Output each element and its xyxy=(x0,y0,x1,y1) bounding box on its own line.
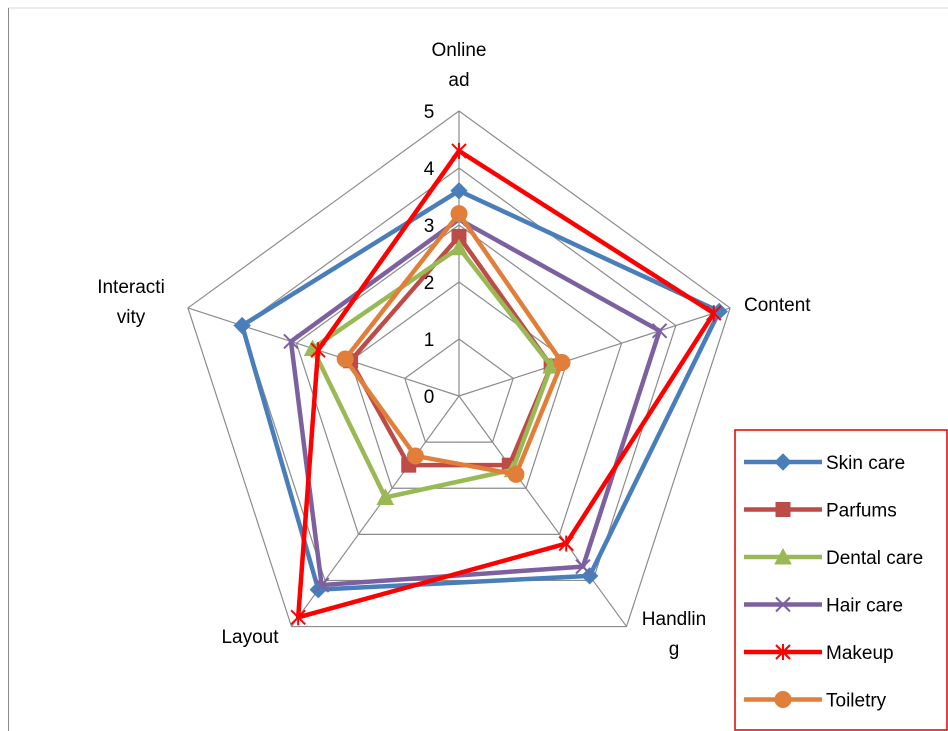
legend-box xyxy=(734,429,948,731)
point-hair-care-3 xyxy=(313,577,330,593)
point-makeup-1 xyxy=(706,305,722,322)
point-toiletry-3 xyxy=(406,447,424,465)
axis-label-0-line-0: Online xyxy=(432,40,487,61)
series-line-toiletry xyxy=(342,211,565,477)
axis-label-2-line-0: Handlin xyxy=(642,609,706,630)
point-toiletry-4 xyxy=(336,350,354,368)
point-makeup-3 xyxy=(290,609,306,626)
axis-label-1-line-0: Content xyxy=(744,295,811,316)
radar-series xyxy=(233,142,728,626)
tick-label-3: 3 xyxy=(424,216,435,237)
tick-label-1: 1 xyxy=(424,330,435,351)
gridline-level-3 xyxy=(295,224,623,535)
legend-label-dental-care: Dental care xyxy=(826,548,923,569)
axis-label-3-line-0: Layout xyxy=(221,627,279,648)
radar-axis-labels: Online ad Content Handlin g Layout Interacti vi… xyxy=(97,40,811,660)
legend-label-toiletry: Toiletry xyxy=(826,691,887,712)
point-makeup-4 xyxy=(310,342,326,359)
spoke-4 xyxy=(187,307,460,397)
series-line-dental-care xyxy=(310,245,554,500)
series-toiletry xyxy=(336,205,571,483)
legend-label-hair-care: Hair care xyxy=(826,596,903,617)
legend-marker-skin-care xyxy=(774,453,792,471)
legend-item-makeup: Makeup xyxy=(744,643,894,664)
legend-marker-parfums xyxy=(775,502,791,517)
gridline-level-1 xyxy=(404,338,514,443)
legend-marker-makeup xyxy=(775,644,791,660)
series-line-makeup xyxy=(295,148,717,620)
point-toiletry-0 xyxy=(450,205,468,223)
axis-label-4-line-1: vity xyxy=(117,307,146,328)
spoke-1 xyxy=(458,307,731,397)
point-hair-care-2 xyxy=(575,558,591,575)
legend-marker-dental-care xyxy=(774,547,792,565)
legend: Skin care Parfums Dental care Hair care Make… xyxy=(734,429,948,731)
point-toiletry-1 xyxy=(553,354,571,372)
point-hair-care-1 xyxy=(651,323,668,339)
legend-item-toiletry: Toiletry xyxy=(744,691,887,712)
point-skin-care-2 xyxy=(580,567,599,585)
series-makeup xyxy=(290,142,722,626)
point-skin-care-0 xyxy=(450,182,468,200)
axis-label-0-line-1: ad xyxy=(448,70,469,91)
axis-label-2-line-1: g xyxy=(669,639,680,660)
point-hair-care-4 xyxy=(283,333,299,350)
tick-label-0: 0 xyxy=(424,387,435,408)
tick-label-4: 4 xyxy=(424,159,435,180)
tick-label-2: 2 xyxy=(424,273,435,294)
tick-label-5: 5 xyxy=(424,102,435,123)
axis-label-4-line-0: Interacti xyxy=(97,277,165,298)
legend-label-skin-care: Skin care xyxy=(826,453,905,474)
legend-label-makeup: Makeup xyxy=(826,643,894,664)
point-makeup-2 xyxy=(558,535,574,552)
legend-item-parfums: Parfums xyxy=(744,501,897,522)
point-skin-care-4 xyxy=(233,316,251,335)
legend-marker-toiletry xyxy=(774,691,792,708)
legend-item-dental-care: Dental care xyxy=(744,547,923,569)
point-makeup-0 xyxy=(451,142,467,159)
radar-tick-labels: 0 1 2 3 4 5 xyxy=(424,102,435,408)
legend-item-hair-care: Hair care xyxy=(744,596,903,617)
gridline-level-5 xyxy=(187,110,731,628)
point-dental-care-0 xyxy=(450,238,468,256)
spoke-2 xyxy=(458,395,628,627)
point-dental-care-3 xyxy=(376,488,395,505)
legend-marker-hair-care xyxy=(775,596,791,613)
legend-label-parfums: Parfums xyxy=(826,501,897,522)
legend-item-skin-care: Skin care xyxy=(744,453,905,474)
point-toiletry-2 xyxy=(507,465,525,483)
